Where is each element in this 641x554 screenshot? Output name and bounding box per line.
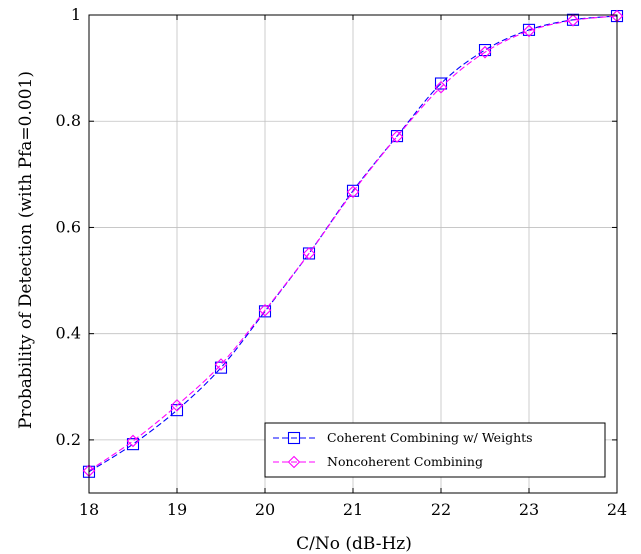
legend-swatch-marker	[287, 431, 301, 445]
x-tick-label: 22	[431, 500, 451, 519]
legend-box	[264, 422, 606, 478]
axes	[88, 14, 618, 494]
y-tick-label: 0.2	[56, 430, 81, 449]
data-point	[126, 438, 140, 451]
data-point	[390, 130, 404, 143]
y-tick-label: 0.8	[56, 111, 81, 130]
y-axis-label: Probability of Detection (with Pfa=0.001…	[16, 71, 36, 429]
x-tick-label: 24	[607, 500, 627, 519]
series-2	[82, 9, 624, 477]
data-point	[302, 247, 316, 260]
data-point	[214, 358, 228, 371]
y-tick-label: 0.6	[56, 217, 81, 236]
data-point	[478, 44, 492, 57]
legend-swatch-marker	[287, 455, 301, 469]
data-point	[522, 24, 536, 38]
x-tick-label: 18	[79, 500, 99, 519]
y-tick-label: 0.4	[56, 324, 81, 343]
legend-label: Coherent Combining w/ Weights	[327, 430, 533, 445]
x-tick-label: 23	[519, 500, 539, 519]
x-tick-label: 20	[255, 500, 275, 519]
data-point	[346, 185, 360, 199]
tick-labels: 18 19 20 21 22 23 24 0.2 0.4 0.6 0.8 1	[56, 5, 628, 519]
series-line	[88, 15, 618, 472]
data-point	[566, 14, 580, 27]
data-point	[258, 304, 272, 317]
data-point	[214, 361, 228, 374]
data-point	[434, 80, 448, 94]
y-tick-label: 1	[71, 5, 81, 24]
data-point	[258, 305, 272, 318]
x-axis-label: C/No (dB-Hz)	[296, 534, 412, 554]
legend: Coherent Combining w/ Weights Noncoherent…	[264, 422, 606, 478]
x-tick-label: 21	[343, 500, 363, 519]
data-point	[478, 45, 492, 59]
data-point	[126, 434, 140, 448]
data-point	[346, 184, 360, 197]
data-point	[170, 399, 184, 412]
data-point	[522, 23, 536, 36]
grid	[88, 14, 618, 493]
x-tick-label: 19	[167, 500, 187, 519]
data-point	[434, 77, 448, 90]
legend-label: Noncoherent Combining	[327, 454, 483, 469]
series-line	[88, 15, 618, 473]
